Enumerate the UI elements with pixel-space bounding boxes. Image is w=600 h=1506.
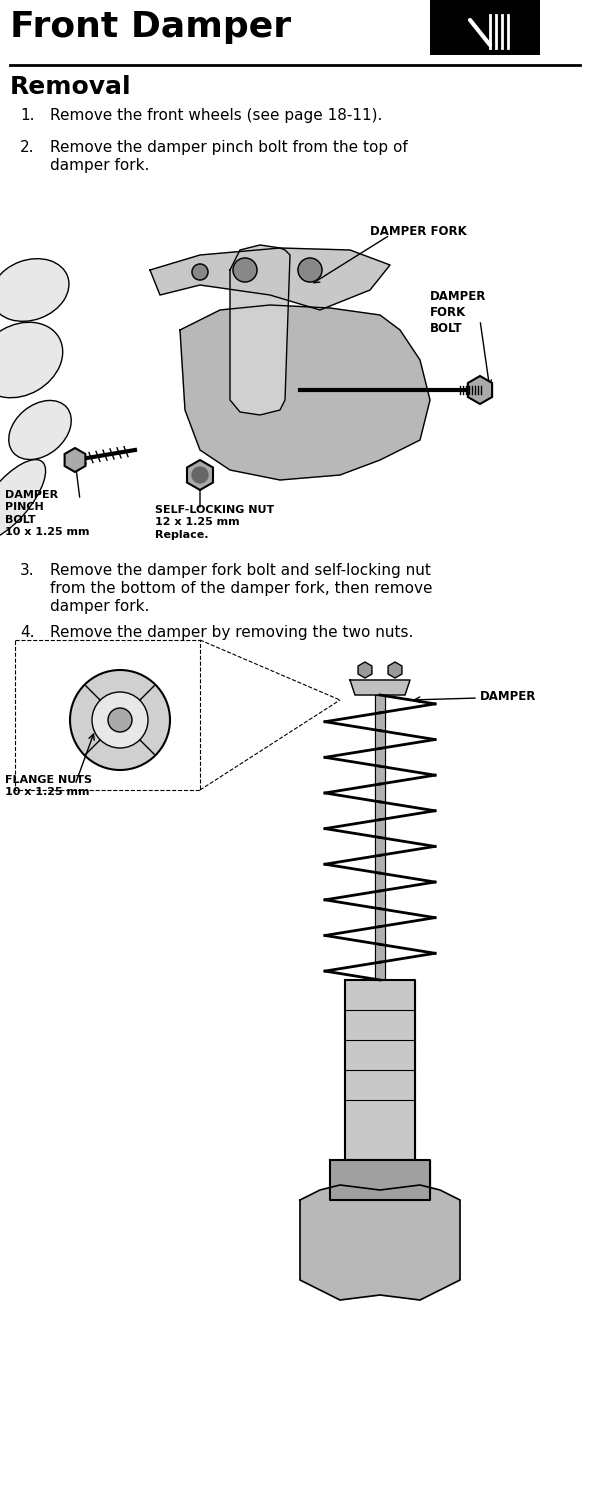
- Text: Remove the front wheels (see page 18-11).: Remove the front wheels (see page 18-11)…: [50, 108, 382, 123]
- Text: damper fork.: damper fork.: [50, 158, 149, 173]
- Polygon shape: [230, 245, 290, 416]
- Circle shape: [298, 258, 322, 282]
- Text: damper fork.: damper fork.: [50, 599, 149, 614]
- Polygon shape: [187, 459, 213, 489]
- Text: 1.: 1.: [20, 108, 35, 123]
- Text: Removal: Removal: [10, 75, 131, 99]
- Polygon shape: [300, 1185, 460, 1300]
- Circle shape: [92, 691, 148, 748]
- Polygon shape: [330, 1160, 430, 1200]
- Circle shape: [192, 467, 208, 483]
- Polygon shape: [375, 694, 385, 1200]
- Text: Remove the damper fork bolt and self-locking nut: Remove the damper fork bolt and self-loc…: [50, 563, 431, 578]
- Polygon shape: [150, 248, 390, 310]
- Circle shape: [192, 264, 208, 280]
- Polygon shape: [180, 306, 430, 480]
- Text: 2.: 2.: [20, 140, 35, 155]
- Text: FLANGE NUTS
10 x 1.25 mm: FLANGE NUTS 10 x 1.25 mm: [5, 776, 92, 797]
- Polygon shape: [350, 681, 410, 694]
- Polygon shape: [345, 980, 415, 1160]
- Polygon shape: [65, 447, 85, 471]
- Text: DAMPER: DAMPER: [480, 690, 536, 703]
- Text: Front Damper: Front Damper: [10, 11, 291, 44]
- Polygon shape: [468, 376, 492, 404]
- Ellipse shape: [0, 322, 63, 398]
- Text: 3.: 3.: [20, 563, 35, 578]
- Text: 4.: 4.: [20, 625, 35, 640]
- Text: DAMPER
PINCH
BOLT
10 x 1.25 mm: DAMPER PINCH BOLT 10 x 1.25 mm: [5, 489, 89, 538]
- Text: SELF-LOCKING NUT
12 x 1.25 mm
Replace.: SELF-LOCKING NUT 12 x 1.25 mm Replace.: [155, 505, 274, 539]
- Ellipse shape: [9, 401, 71, 459]
- Circle shape: [70, 670, 170, 770]
- Text: DAMPER
FORK
BOLT: DAMPER FORK BOLT: [430, 291, 487, 334]
- Polygon shape: [358, 663, 372, 678]
- Ellipse shape: [0, 259, 69, 321]
- Ellipse shape: [0, 459, 46, 541]
- Text: DAMPER FORK: DAMPER FORK: [370, 224, 467, 238]
- Bar: [430, 0, 540, 56]
- Text: Remove the damper by removing the two nuts.: Remove the damper by removing the two nu…: [50, 625, 413, 640]
- Text: from the bottom of the damper fork, then remove: from the bottom of the damper fork, then…: [50, 581, 433, 596]
- Circle shape: [108, 708, 132, 732]
- Polygon shape: [388, 663, 402, 678]
- Text: Remove the damper pinch bolt from the top of: Remove the damper pinch bolt from the to…: [50, 140, 408, 155]
- Circle shape: [233, 258, 257, 282]
